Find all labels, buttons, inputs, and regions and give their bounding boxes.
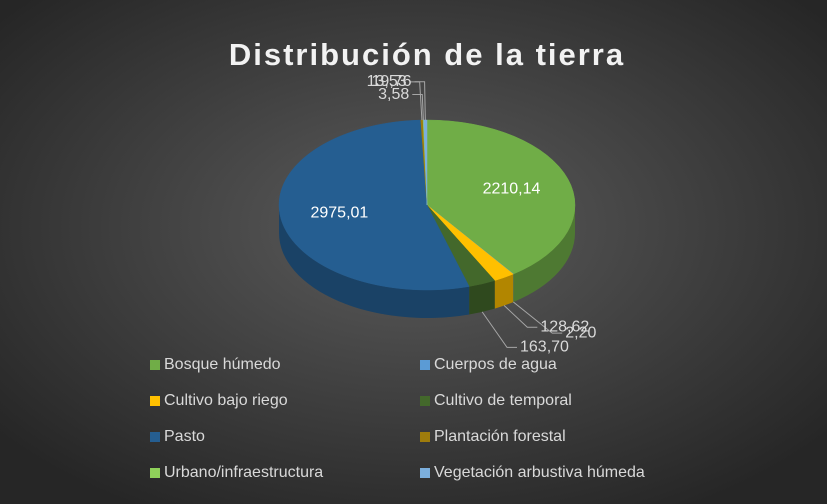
- slice-side: [494, 274, 514, 309]
- slice: [426, 119, 576, 275]
- legend-label: Pasto: [164, 428, 205, 445]
- legend-swatch: [150, 360, 160, 370]
- slice-side: [513, 205, 575, 302]
- legend-swatch: [420, 468, 430, 478]
- legend-label: Cultivo bajo riego: [164, 392, 288, 409]
- leader-line: [513, 301, 563, 334]
- data-label: 2,20: [565, 324, 596, 341]
- data-label: 13,53: [367, 73, 407, 90]
- leader-line: [481, 311, 518, 348]
- data-label: 2210,14: [483, 181, 541, 198]
- data-label: 2975,01: [310, 205, 368, 222]
- legend-swatch: [150, 468, 160, 478]
- legend-swatch: [420, 360, 430, 370]
- data-label: 163,70: [520, 339, 569, 356]
- data-label: 3,58: [378, 86, 409, 103]
- leader-line: [503, 305, 538, 328]
- legend-label: Urbano/infraestructura: [164, 464, 323, 481]
- slice-side: [469, 280, 495, 315]
- legend-label: Vegetación arbustiva húmeda: [434, 464, 645, 481]
- legend-label: Cuerpos de agua: [434, 356, 557, 373]
- slice-side: [279, 205, 470, 318]
- legend-label: Plantación forestal: [434, 428, 566, 445]
- legend-label: Cultivo de temporal: [434, 392, 572, 409]
- legend-label: Bosque húmedo: [164, 356, 281, 373]
- legend-swatch: [420, 432, 430, 442]
- legend-swatch: [150, 432, 160, 442]
- data-label: 19,76: [372, 73, 412, 90]
- data-label: 128,62: [540, 319, 589, 336]
- leader-line: [414, 81, 426, 121]
- chart-title: Distribución de la tierra: [229, 37, 625, 72]
- legend-swatch: [420, 396, 430, 406]
- leader-line: [412, 94, 424, 121]
- slice: [423, 119, 428, 206]
- slice: [278, 119, 470, 291]
- legend-swatch: [150, 396, 160, 406]
